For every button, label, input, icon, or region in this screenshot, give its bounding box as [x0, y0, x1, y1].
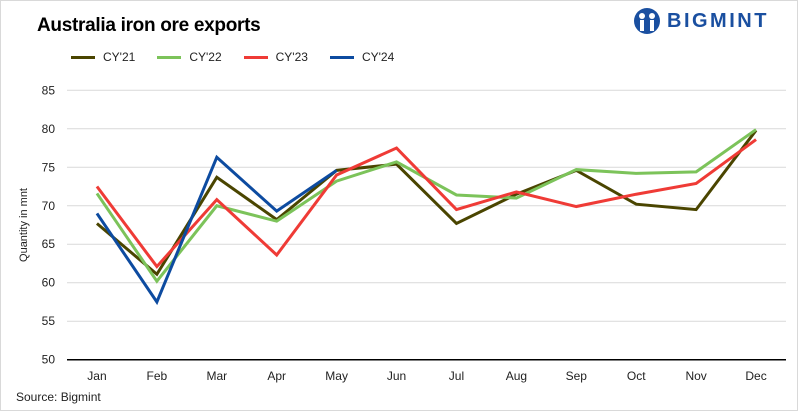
- x-tick-label: Jul: [449, 369, 464, 383]
- x-tick-label: Dec: [745, 369, 766, 383]
- y-tick-label: 75: [42, 160, 56, 174]
- x-tick-label: Jun: [387, 369, 406, 383]
- y-axis-label: Quantity in mnt: [18, 188, 30, 262]
- x-tick-label: Apr: [267, 369, 286, 383]
- x-tick-label: Oct: [627, 369, 646, 383]
- x-tick-label: Aug: [506, 369, 527, 383]
- source-note: Source: Bigmint: [16, 390, 101, 404]
- x-tick-label: Feb: [147, 369, 168, 383]
- x-tick-label: Jan: [87, 369, 106, 383]
- y-tick-label: 65: [42, 237, 56, 251]
- y-tick-label: 55: [42, 314, 56, 328]
- y-tick-label: 80: [42, 122, 56, 136]
- y-tick-label: 85: [42, 83, 56, 97]
- y-tick-label: 50: [42, 353, 56, 367]
- y-tick-label: 60: [42, 276, 56, 290]
- x-tick-label: Nov: [685, 369, 706, 383]
- series-line-cy23: [97, 140, 756, 267]
- series-line-cy21: [97, 130, 756, 274]
- y-tick-label: 70: [42, 199, 56, 213]
- x-tick-label: Mar: [206, 369, 227, 383]
- x-tick-label: May: [325, 369, 348, 383]
- x-tick-label: Sep: [566, 369, 588, 383]
